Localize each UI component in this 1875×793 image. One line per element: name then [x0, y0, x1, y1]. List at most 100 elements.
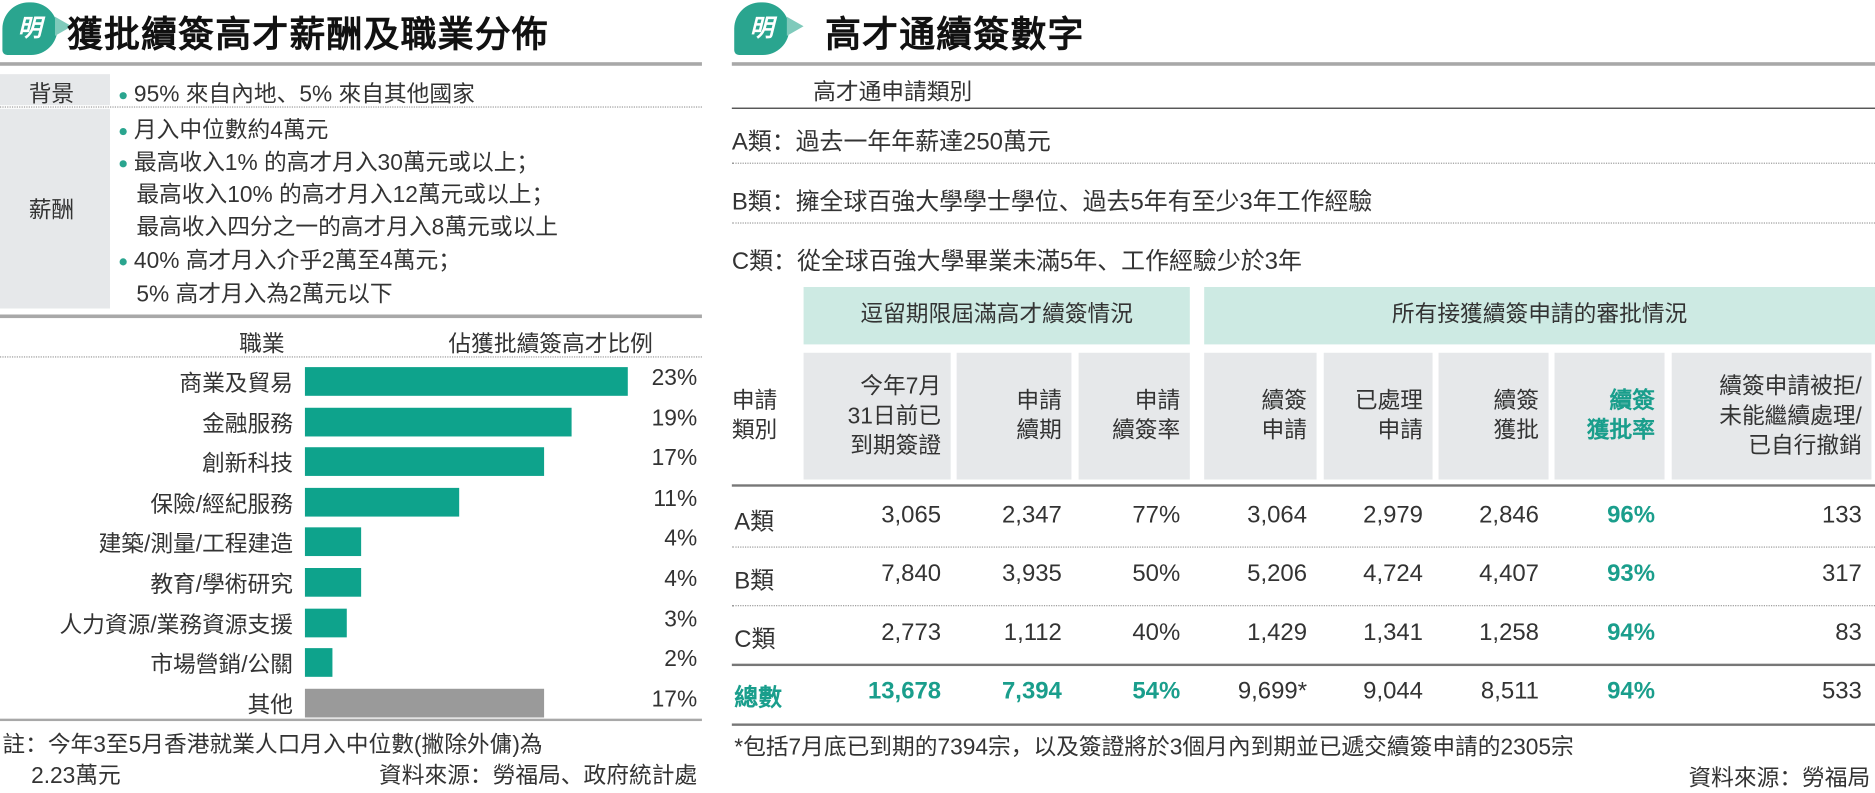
- divider: [731, 107, 1875, 109]
- bar-value-label: 4%: [664, 566, 698, 592]
- bullet-icon: [119, 160, 127, 168]
- background-item: 95% 來自內地、5% 來自其他國家: [119, 77, 475, 109]
- salary-item: 最高收入1% 的高才月入30萬元或以上；: [119, 145, 540, 177]
- table-cell: 94%: [1607, 678, 1655, 705]
- background-label-cell: 背景: [0, 74, 111, 108]
- group-header-expired: 逗留期限屆滿高才續簽情況: [803, 286, 1190, 345]
- column-header: 續簽申請被拒/ 未能繼續處理/ 已自行撤銷: [1671, 352, 1872, 480]
- left-title: 獲批續簽高才薪酬及職業分佈: [66, 15, 549, 56]
- table-cell: 77%: [1132, 502, 1181, 529]
- divider: [731, 605, 1875, 607]
- table-cell: 2,846: [1479, 502, 1539, 529]
- bullet-icon: [119, 127, 127, 136]
- table-cell: 50%: [1132, 560, 1181, 588]
- table-cell: 4,724: [1363, 560, 1424, 588]
- bar: [304, 447, 544, 477]
- bar-label: 金融服務: [202, 412, 293, 438]
- table-cell: 1,112: [1003, 619, 1062, 646]
- table-cell: 133: [1821, 502, 1862, 529]
- column-header: 申請 續簽率: [1078, 352, 1190, 480]
- background-label: 背景: [28, 82, 75, 108]
- bar-value-label: 2%: [664, 647, 698, 673]
- bar: [304, 688, 544, 718]
- bar-value-label: 17%: [651, 446, 698, 472]
- column-header: 今年7月 31日前已 到期簽證: [803, 352, 951, 480]
- table-cell: 533: [1821, 678, 1862, 705]
- source: 資料來源：勞福局: [1688, 766, 1871, 792]
- bar-label: 人力資源/業務資源支援: [59, 612, 293, 639]
- table-cell: 1,258: [1479, 619, 1539, 646]
- table-cell: 9,044: [1363, 678, 1424, 705]
- chart-ylabel: 佔獲批續簽高才比例: [448, 332, 653, 358]
- divider: [731, 62, 1875, 66]
- category-c: C類：從全球百強大學畢業未滿5年、工作經驗少於3年: [731, 248, 1302, 276]
- divider: [0, 356, 702, 358]
- column-header: 已處理 申請: [1323, 352, 1433, 480]
- salary-item-line: 最高收入10% 的高才月入12萬元或以上；: [136, 182, 555, 209]
- bar-label: 創新科技: [202, 452, 293, 478]
- bar-value-label: 11%: [653, 486, 698, 512]
- salary-item: 40% 高才月入介乎2萬至4萬元；: [119, 243, 461, 275]
- salary-item: 月入中位數約4萬元: [119, 112, 329, 144]
- bar-value-label: 3%: [664, 606, 698, 633]
- bar-label: 其他: [247, 693, 293, 719]
- bar-value-label: 23%: [651, 365, 698, 392]
- bar: [304, 608, 348, 637]
- footnote: 註：今年3至5月香港就業人口月入中位數(撇除外傭)為: [2, 733, 543, 759]
- bar: [304, 367, 628, 396]
- table-cell: 83: [1835, 619, 1862, 646]
- bar-label: 市場營銷/公關: [150, 653, 293, 679]
- divider: [0, 62, 702, 66]
- categories-heading: 高才通申請類別: [813, 80, 973, 106]
- salary-item-line: 最高收入四分之一的高才月入8萬元或以上: [136, 215, 558, 241]
- ming-pao-logo: 明: [734, 2, 804, 56]
- bar-label: 商業及貿易: [179, 371, 293, 398]
- row-label: C類: [734, 626, 776, 653]
- table-cell: 8,511: [1480, 678, 1539, 705]
- divider: [731, 484, 1875, 487]
- bar-label: 教育/學術研究: [150, 572, 293, 598]
- row-label: A類: [734, 509, 775, 536]
- bullet-icon: [119, 92, 127, 100]
- bar: [304, 407, 572, 436]
- row-label: 總數: [734, 685, 783, 712]
- bar: [304, 648, 333, 678]
- column-header: 續簽 獲批率: [1554, 352, 1665, 480]
- table-cell: 3,064: [1247, 502, 1308, 529]
- divider: [731, 723, 1875, 726]
- bar-value-label: 4%: [664, 526, 698, 552]
- source: 資料來源：勞福局、政府統計處: [379, 764, 698, 790]
- table-cell: 317: [1821, 560, 1862, 588]
- right-title: 高才通續簽數字: [825, 15, 1085, 56]
- table-cell: 13,678: [867, 678, 942, 705]
- footnote-cont: 2.23萬元: [31, 764, 121, 790]
- table-cell: 1,341: [1363, 619, 1424, 646]
- salary-label-cell: 薪酬: [0, 108, 111, 309]
- bar: [304, 527, 362, 557]
- group-header-all: 所有接獲續簽申請的審批情況: [1204, 286, 1875, 345]
- divider: [731, 546, 1875, 548]
- divider: [0, 718, 702, 722]
- divider: [731, 663, 1875, 667]
- divider: [731, 222, 1875, 224]
- divider: [731, 162, 1875, 164]
- table-cell: 3,935: [1002, 560, 1062, 588]
- table-cell: 2,773: [881, 619, 942, 646]
- salary-label: 薪酬: [28, 198, 75, 224]
- table-cell: 2,347: [1002, 502, 1062, 529]
- table-cell: 40%: [1132, 619, 1181, 646]
- divider: [0, 314, 702, 319]
- table-cell: 2,979: [1363, 502, 1424, 529]
- table-cell: 5,206: [1247, 560, 1308, 588]
- column-header: 申請 類別: [731, 388, 778, 444]
- table-cell: 7,840: [881, 560, 942, 588]
- bar-label: 建築/測量/工程建造: [98, 532, 293, 558]
- table-cell: 54%: [1132, 678, 1181, 705]
- table-cell: 4,407: [1479, 560, 1539, 588]
- category-b: B類：擁全球百強大學學士學位、過去5年有至少3年工作經驗: [731, 188, 1373, 216]
- ming-pao-logo: 明: [2, 2, 72, 56]
- table-cell: 1,429: [1247, 619, 1308, 646]
- bar-value-label: 19%: [651, 406, 698, 432]
- divider: [0, 106, 702, 108]
- bar: [304, 487, 460, 517]
